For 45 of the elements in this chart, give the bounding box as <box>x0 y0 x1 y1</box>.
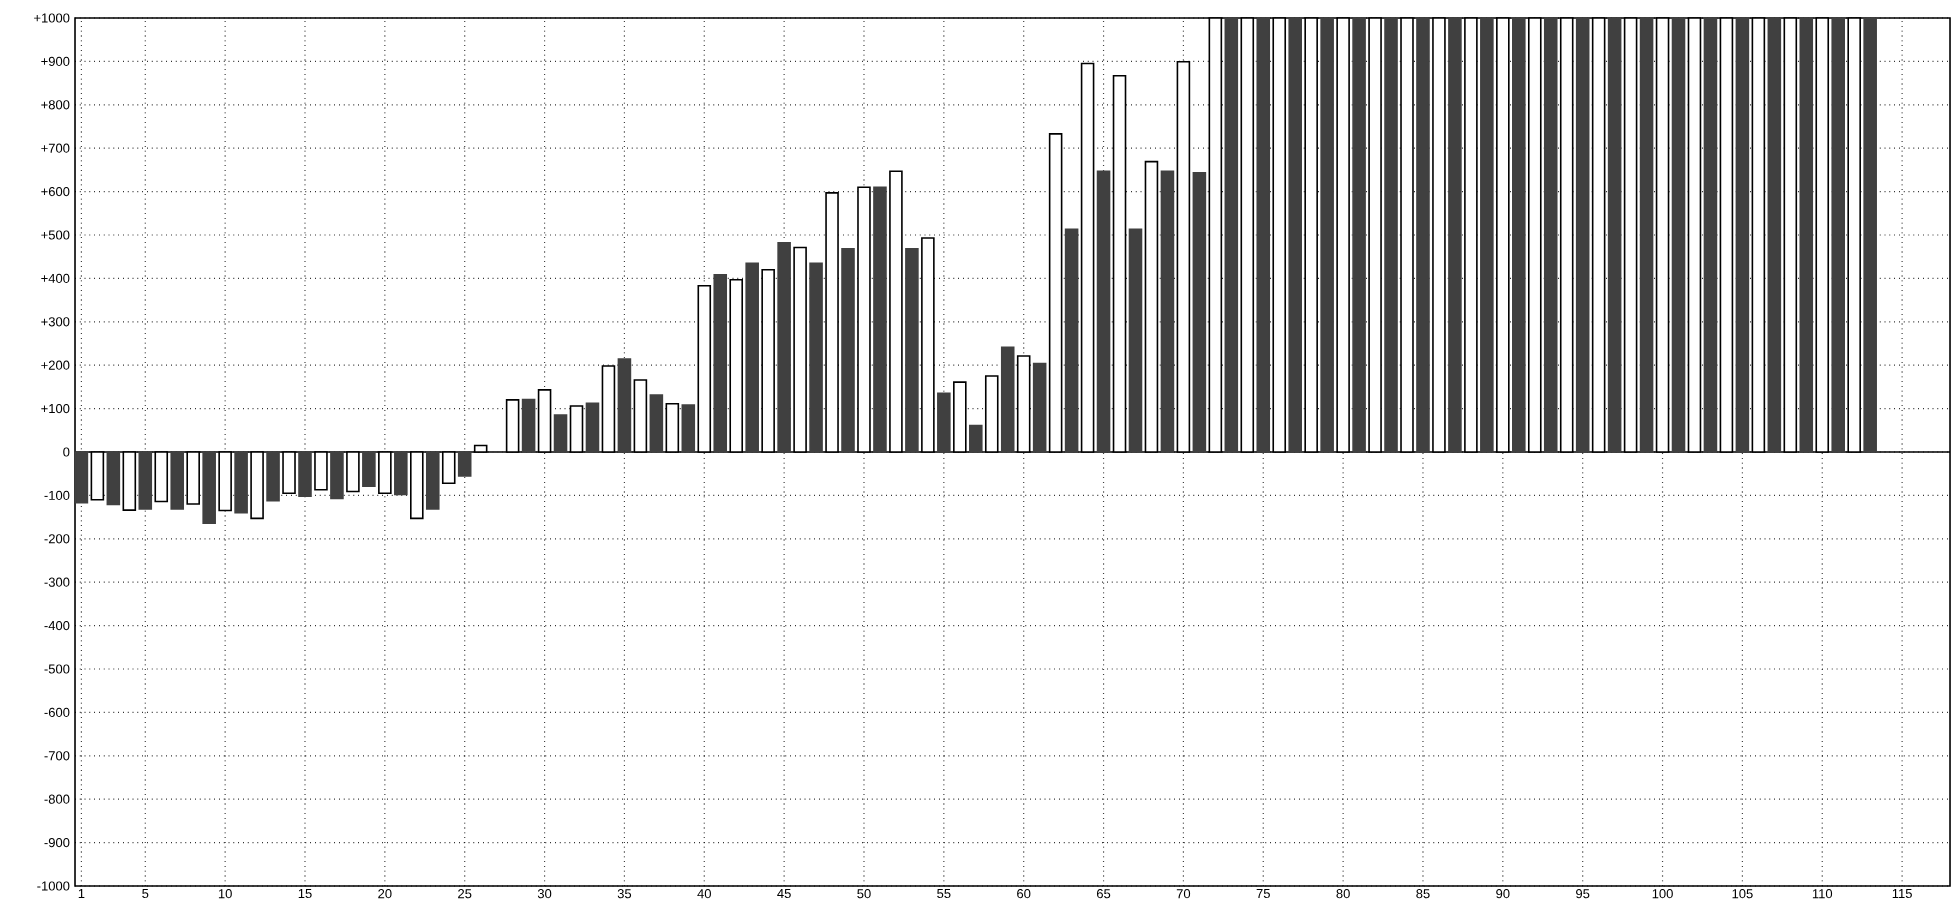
y-tick-label: -200 <box>44 534 70 544</box>
y-tick-label: +300 <box>41 317 70 327</box>
y-tick-label: -800 <box>44 794 70 804</box>
y-tick-label: -300 <box>44 577 70 587</box>
x-tick-label: 90 <box>1496 889 1510 899</box>
x-tick-label: 75 <box>1256 889 1270 899</box>
x-tick-label: 115 <box>1892 889 1912 899</box>
y-tick-label: -600 <box>44 707 70 717</box>
y-tick-label: +1000 <box>34 13 70 23</box>
x-tick-label: 95 <box>1576 889 1590 899</box>
x-tick-label: 100 <box>1652 889 1673 899</box>
x-tick-label: 1 <box>78 889 85 898</box>
y-tick-label: 0 <box>63 447 70 457</box>
x-tick-label: 70 <box>1176 889 1191 899</box>
y-tick-label: +600 <box>41 186 70 197</box>
x-tick-label: 20 <box>378 889 392 899</box>
x-tick-label: 40 <box>697 889 711 899</box>
y-tick-label: -500 <box>44 664 70 674</box>
y-tick-label: +900 <box>41 56 70 66</box>
y-tick-label: -400 <box>44 620 70 631</box>
y-tick-label: +500 <box>41 230 70 240</box>
x-tick-label: 30 <box>537 889 552 899</box>
y-tick-label: +200 <box>41 360 70 370</box>
x-tick-label: 35 <box>617 889 632 899</box>
x-tick-label: 5 <box>142 889 149 899</box>
x-tick-label: 50 <box>857 889 871 899</box>
x-tick-label: 55 <box>937 889 951 899</box>
y-tick-label: +400 <box>41 273 70 283</box>
y-tick-label: +800 <box>41 100 70 110</box>
y-tick-label: +700 <box>41 143 70 153</box>
x-tick-label: 15 <box>298 889 312 899</box>
y-tick-label: -700 <box>44 751 70 761</box>
y-tick-label: +100 <box>41 403 70 414</box>
y-tick-label: -1000 <box>37 881 70 891</box>
x-tick-label: 65 <box>1096 889 1111 899</box>
x-tick-label: 60 <box>1017 889 1031 899</box>
x-tick-label: 45 <box>777 889 791 899</box>
x-tick-label: 85 <box>1416 889 1430 899</box>
y-tick-label: -900 <box>44 837 70 848</box>
x-tick-label: 105 <box>1732 889 1753 899</box>
x-tick-label: 80 <box>1336 889 1350 899</box>
x-tick-label: 10 <box>218 889 232 899</box>
x-tick-label: 110 <box>1812 889 1833 899</box>
x-tick-label: 25 <box>458 889 472 899</box>
y-tick-label: -100 <box>44 490 70 500</box>
